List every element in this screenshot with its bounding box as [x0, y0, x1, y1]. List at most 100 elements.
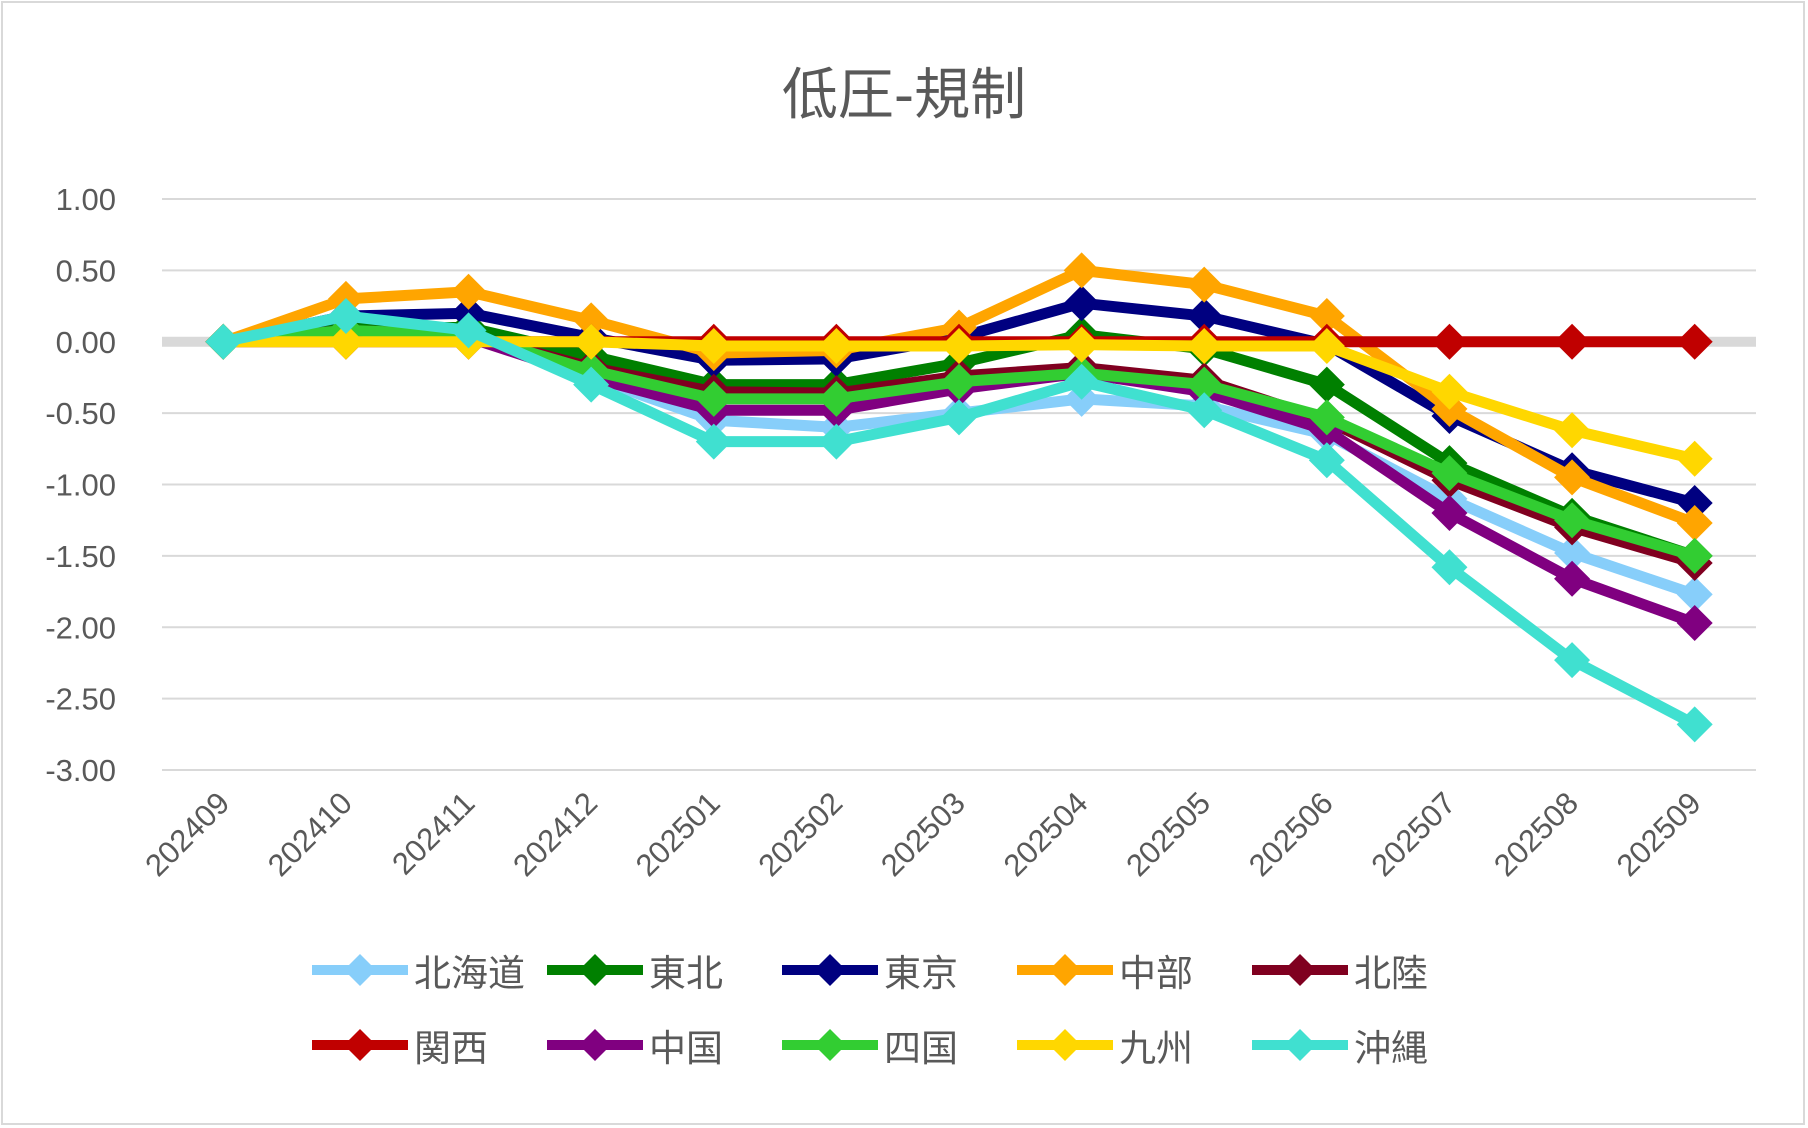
data-point-marker — [1676, 485, 1713, 522]
legend-label: 中部 — [1119, 952, 1193, 995]
data-point-marker — [941, 328, 977, 365]
data-point-marker — [450, 273, 487, 310]
legend-label: 北陸 — [1354, 952, 1428, 995]
data-point-marker — [1554, 323, 1591, 360]
data-point-marker — [1554, 459, 1591, 496]
data-point-marker — [1431, 495, 1468, 532]
legend-swatch-icon — [1252, 1029, 1348, 1061]
y-tick-label: 1.00 — [56, 182, 116, 217]
x-tick-label: 202502 — [751, 785, 849, 883]
data-point-marker — [1676, 323, 1713, 360]
legend-swatch-icon — [782, 1029, 878, 1061]
data-point-marker — [1186, 392, 1223, 429]
data-point-marker — [1308, 442, 1345, 479]
data-point-marker — [1063, 326, 1100, 363]
legend-label: 四国 — [884, 1027, 958, 1070]
data-point-marker — [573, 302, 610, 339]
x-tick-label: 202504 — [997, 785, 1095, 883]
y-tick-label: -1.50 — [45, 539, 116, 574]
data-point-marker — [1186, 366, 1223, 403]
data-point-marker — [818, 423, 855, 460]
data-point-marker — [1186, 328, 1223, 365]
x-tick-label: 202509 — [1610, 785, 1708, 883]
legend-item: 四国 — [780, 1015, 958, 1075]
data-point-marker — [818, 380, 855, 417]
x-tick-label: 202411 — [385, 785, 481, 881]
data-point-marker — [327, 298, 364, 335]
data-point-marker — [1186, 266, 1223, 303]
legend-label: 関西 — [414, 1027, 488, 1070]
legend-item: 北陸 — [1250, 940, 1428, 1000]
data-point-marker — [573, 366, 610, 403]
legend-swatch-icon — [312, 1029, 408, 1061]
x-tick-label: 202409 — [138, 785, 236, 883]
data-point-marker — [1431, 549, 1468, 586]
x-tick-label: 202507 — [1365, 785, 1463, 883]
data-point-marker — [695, 380, 732, 417]
legend-swatch-icon — [1017, 954, 1113, 986]
data-point-marker — [1554, 642, 1591, 679]
legend-swatch-icon — [1017, 1029, 1113, 1061]
x-tick-label: 202506 — [1242, 785, 1340, 883]
x-tick-label: 202503 — [874, 785, 972, 883]
data-point-marker — [1676, 706, 1713, 743]
legend-item: 北海道 — [310, 940, 525, 1000]
legend-item: 関西 — [310, 1015, 488, 1075]
legend-swatch-icon — [782, 954, 878, 986]
y-tick-label: 0.50 — [56, 253, 116, 288]
data-point-marker — [1063, 252, 1100, 289]
legend-item: 東京 — [780, 940, 958, 1000]
data-point-marker — [695, 423, 732, 460]
x-tick-label: 202412 — [506, 785, 604, 883]
y-tick-label: -2.50 — [45, 682, 116, 717]
data-point-marker — [450, 312, 487, 349]
legend-item: 中部 — [1015, 940, 1193, 1000]
data-point-marker — [1676, 576, 1713, 613]
data-point-marker — [1431, 455, 1468, 492]
data-point-marker — [695, 328, 732, 365]
data-point-marker — [1676, 440, 1713, 477]
legend-item: 九州 — [1015, 1015, 1193, 1075]
data-point-marker — [573, 323, 610, 360]
data-point-marker — [1554, 560, 1591, 597]
x-tick-label: 202410 — [261, 785, 359, 883]
data-point-marker — [1554, 535, 1591, 572]
legend-item: 中国 — [545, 1015, 723, 1075]
data-point-marker — [1676, 537, 1713, 574]
data-point-marker — [1431, 323, 1468, 360]
x-tick-label: 202508 — [1487, 785, 1585, 883]
data-point-marker — [1676, 604, 1713, 641]
y-tick-label: -3.00 — [45, 753, 116, 788]
data-point-marker — [1308, 298, 1345, 335]
data-point-marker — [1063, 285, 1100, 322]
legend-label: 九州 — [1119, 1027, 1193, 1070]
x-tick-label: 202501 — [629, 785, 727, 883]
data-point-marker — [941, 363, 977, 400]
legend-swatch-icon — [547, 954, 643, 986]
data-point-marker — [205, 323, 242, 360]
chart-title: 低圧-規制 — [781, 63, 1027, 128]
data-point-marker — [1308, 366, 1345, 403]
legend-label: 中国 — [649, 1027, 723, 1070]
y-tick-label: 0.00 — [56, 325, 116, 360]
data-point-marker — [1431, 373, 1468, 410]
data-point-marker — [818, 328, 855, 365]
legend-label: 沖縄 — [1354, 1027, 1428, 1070]
y-tick-label: -1.00 — [45, 468, 116, 503]
legend-swatch-icon — [312, 954, 408, 986]
legend-item: 沖縄 — [1250, 1015, 1428, 1075]
legend-item: 東北 — [545, 940, 723, 1000]
legend-swatch-icon — [1252, 954, 1348, 986]
data-point-marker — [327, 323, 364, 360]
data-point-marker — [1186, 298, 1223, 335]
data-point-marker — [1676, 505, 1713, 542]
data-point-marker — [1063, 363, 1100, 400]
data-point-marker — [941, 399, 977, 436]
data-point-marker — [1308, 399, 1345, 436]
y-tick-label: -0.50 — [45, 396, 116, 431]
legend-label: 東北 — [649, 952, 723, 995]
x-tick-label: 202505 — [1119, 785, 1217, 883]
y-tick-label: -2.00 — [45, 610, 116, 645]
